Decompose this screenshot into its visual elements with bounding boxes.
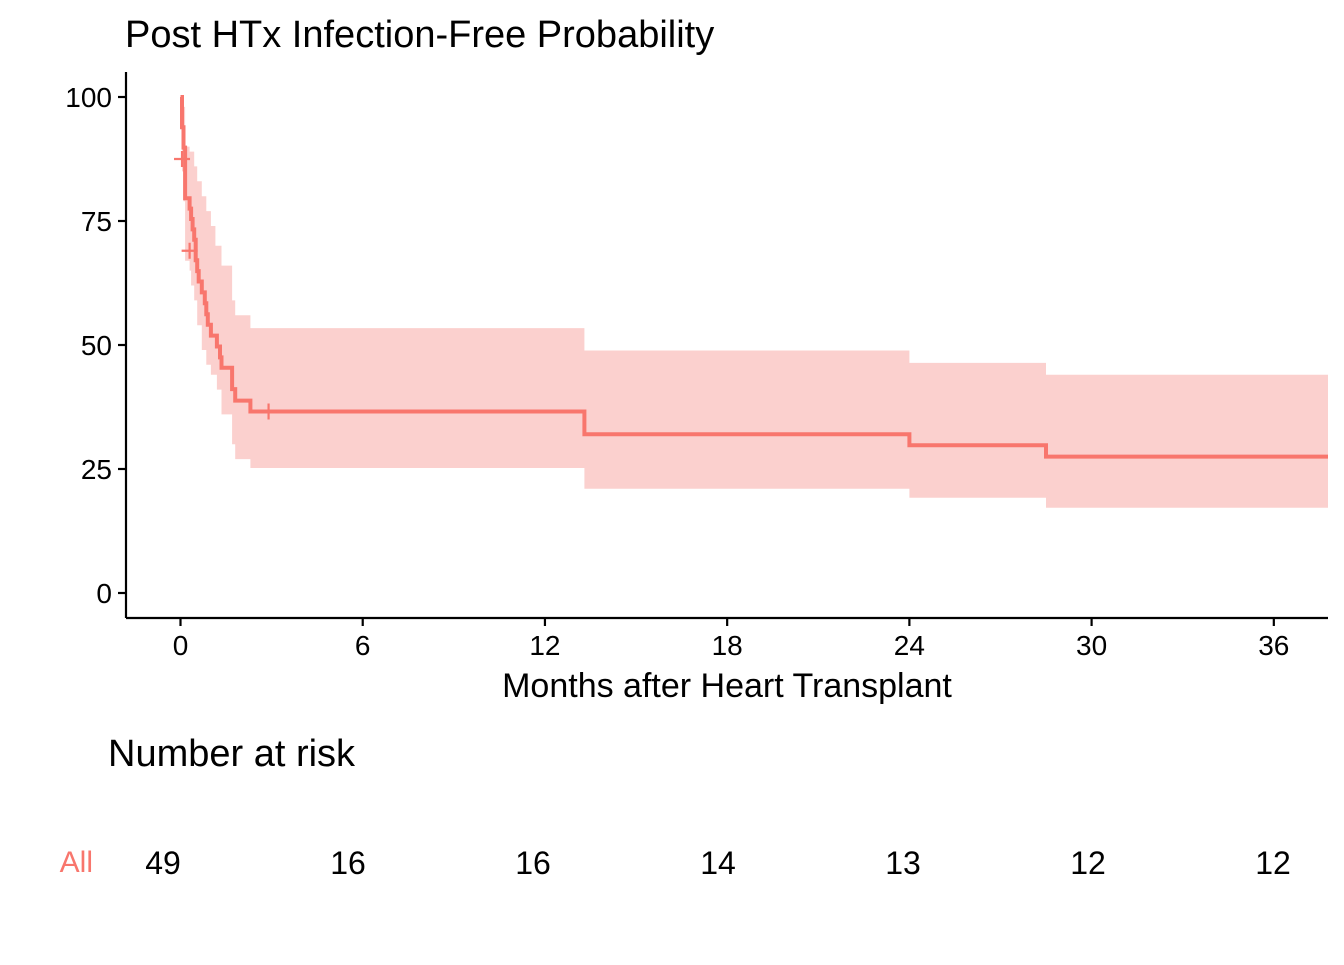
plot-area — [174, 95, 1328, 508]
survival-curve-all — [180, 95, 1328, 459]
censor-mark — [181, 242, 198, 259]
risk-table-count: 12 — [1255, 845, 1291, 881]
risk-table-count: 12 — [1070, 845, 1106, 881]
risk-table-count: 49 — [145, 845, 181, 881]
y-tick-label: 0 — [96, 578, 112, 609]
risk-table-count: 14 — [700, 845, 736, 881]
x-tick-label: 0 — [173, 630, 189, 661]
y-tick-label: 75 — [81, 206, 112, 237]
x-tick-label: 36 — [1258, 630, 1289, 661]
y-tick-label: 100 — [65, 82, 112, 113]
chart-title: Post HTx Infection-Free Probability — [125, 14, 714, 56]
censor-mark — [174, 151, 191, 167]
risk-table-count: 16 — [515, 845, 551, 881]
risk-table: All 49 16 16 14 13 12 12 — [60, 845, 1291, 881]
risk-table-count: 13 — [885, 845, 921, 881]
risk-table-title: Number at risk — [108, 733, 356, 775]
x-axis-label: Months after Heart Transplant — [502, 667, 952, 705]
x-tick-label: 24 — [894, 630, 925, 661]
axes: 0 25 50 75 100 0 6 12 18 24 30 36 — [65, 72, 1328, 661]
risk-table-count: 16 — [330, 845, 366, 881]
x-tick-label: 18 — [712, 630, 743, 661]
censor-mark — [260, 403, 277, 420]
confidence-band-all — [180, 97, 1328, 508]
risk-table-stratum-label: All — [60, 846, 93, 879]
y-tick-label: 25 — [81, 454, 112, 485]
x-tick-label: 12 — [529, 630, 560, 661]
x-tick-label: 30 — [1076, 630, 1107, 661]
x-tick-label: 6 — [355, 630, 371, 661]
y-tick-label: 50 — [81, 330, 112, 361]
